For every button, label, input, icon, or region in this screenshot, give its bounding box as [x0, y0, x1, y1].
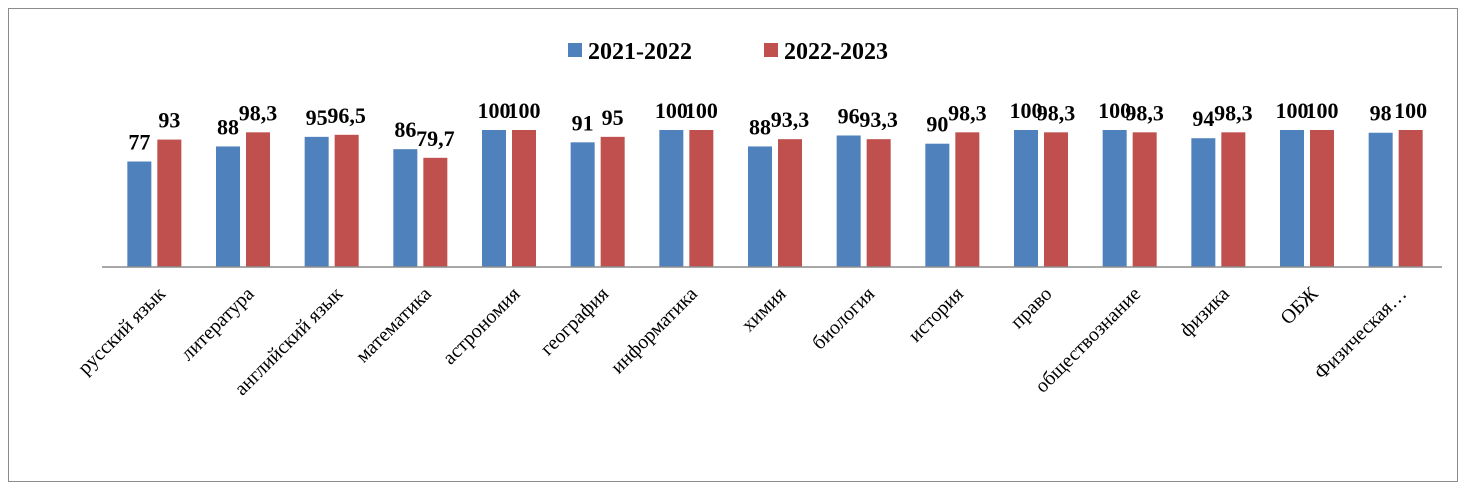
bar-1-8 [748, 146, 772, 267]
bar-2-8 [778, 139, 802, 267]
bar-2-10 [955, 132, 980, 267]
value-label-1-13: 94 [1192, 106, 1214, 131]
value-label-1-14: 100 [1276, 98, 1309, 123]
bar-1-9 [836, 135, 861, 267]
value-label-2-14: 100 [1306, 98, 1339, 123]
bars-group [127, 130, 1423, 267]
bar-2-2 [246, 132, 270, 267]
category-label-8: химия [737, 283, 790, 336]
value-label-2-9: 93,3 [859, 107, 898, 132]
bar-1-13 [1191, 138, 1216, 267]
bar-2-12 [1132, 132, 1157, 267]
value-label-1-9: 96 [838, 103, 860, 128]
legend-swatch-2 [764, 43, 778, 57]
legend: 2021-2022 2022-2023 [568, 39, 888, 65]
category-label-9: биология [808, 283, 879, 354]
bar-1-1 [127, 161, 152, 267]
value-label-2-4: 79,7 [416, 126, 455, 151]
bar-2-11 [1044, 132, 1068, 267]
category-label-6: география [536, 283, 613, 360]
bar-2-9 [866, 139, 891, 267]
bar-1-15 [1368, 132, 1393, 267]
bar-2-4 [423, 157, 448, 267]
category-label-11: право [1006, 283, 1056, 333]
bar-1-7 [659, 130, 684, 267]
value-label-1-15: 98 [1370, 101, 1392, 126]
value-label-1-4: 86 [394, 117, 416, 142]
category-label-4: математика [352, 283, 436, 367]
category-label-2: литература [177, 283, 259, 365]
bar-2-15 [1398, 130, 1423, 267]
bar-2-1 [157, 139, 182, 267]
value-label-2-13: 98,3 [1214, 100, 1253, 125]
value-label-1-6: 91 [572, 110, 594, 135]
value-label-2-2: 98,3 [239, 100, 278, 125]
bar-1-6 [570, 142, 595, 267]
value-label-1-12: 100 [1098, 98, 1131, 123]
bar-2-6 [600, 136, 625, 267]
value-label-1-10: 90 [926, 112, 948, 137]
value-label-2-3: 96,5 [327, 103, 366, 128]
value-label-2-8: 93,3 [771, 107, 810, 132]
bar-2-14 [1310, 130, 1334, 267]
category-label-10: история [904, 283, 968, 347]
category-label-7: информатика [607, 283, 702, 378]
legend-label-2: 2022-2023 [784, 39, 888, 65]
legend-swatch-1 [568, 43, 582, 57]
value-label-1-5: 100 [478, 98, 511, 123]
value-label-2-11: 98,3 [1037, 100, 1076, 125]
category-label-13: физика [1175, 283, 1233, 341]
value-label-1-1: 77 [128, 130, 150, 155]
value-label-1-8: 88 [749, 114, 771, 139]
legend-label-1: 2021-2022 [588, 39, 692, 65]
bar-1-4 [393, 149, 418, 267]
category-label-14: ОБЖ [1276, 283, 1322, 329]
bar-1-3 [304, 136, 329, 267]
bar-1-10 [925, 143, 950, 267]
value-label-2-12: 98,3 [1125, 100, 1164, 125]
value-label-1-3: 95 [306, 105, 328, 130]
value-label-2-10: 98,3 [948, 100, 987, 125]
bar-1-2 [216, 146, 240, 267]
bar-2-7 [689, 130, 714, 267]
category-label-1: русский язык [74, 283, 170, 379]
category-label-5: астрономия [439, 283, 525, 369]
bar-1-12 [1102, 130, 1127, 267]
value-label-2-5: 100 [508, 98, 541, 123]
value-label-1-11: 100 [1010, 98, 1043, 123]
bar-1-14 [1280, 130, 1304, 267]
value-label-2-6: 95 [602, 105, 624, 130]
value-label-1-7: 100 [655, 98, 688, 123]
bar-2-13 [1221, 132, 1246, 267]
value-label-2-15: 100 [1394, 98, 1427, 123]
value-label-1-2: 88 [217, 114, 239, 139]
bar-2-3 [334, 134, 359, 267]
bar-2-5 [512, 130, 536, 267]
value-label-2-7: 100 [685, 98, 718, 123]
value-label-2-1: 93 [158, 108, 180, 133]
bar-1-11 [1014, 130, 1038, 267]
category-label-15: Физическая… [1310, 283, 1411, 384]
bar-1-5 [482, 130, 506, 267]
